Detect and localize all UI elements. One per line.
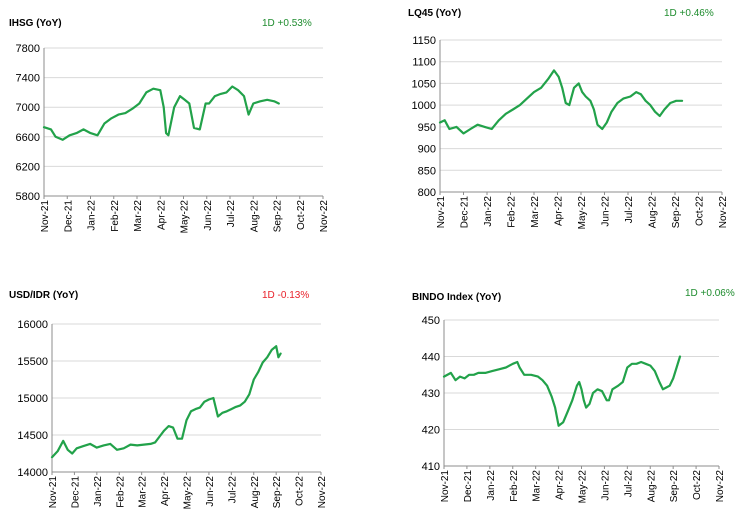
usdidr-xtick-label: Feb-22	[115, 476, 126, 508]
lq45-xtick-label: Nov-22	[718, 196, 729, 229]
usdidr-title: USD/IDR (YoY)	[9, 290, 79, 301]
ihsg-panel: 5800 6200 6600 7000 7400 7800 Nov-21 Dec-21 Jan-…	[0, 0, 368, 262]
lq45-xtick-label: Jun-22	[601, 196, 612, 227]
bindo-xtick-label: Jul-22	[623, 470, 634, 498]
usdidr-xtick-label: Aug-22	[250, 476, 261, 509]
lq45-ytick-label: 1150	[412, 35, 436, 47]
ihsg-series-line	[42, 85, 280, 141]
bindo-ytick-label: 420	[422, 425, 440, 437]
bindo-ytick-label: 410	[422, 461, 440, 473]
usdidr-xtick-label: Jan-22	[93, 476, 104, 507]
usdidr-ytick-label: 15500	[17, 356, 48, 368]
ihsg-ytick-label: 5800	[16, 191, 40, 203]
bindo-series-line	[442, 355, 682, 427]
lq45-xtick-label: Mar-22	[530, 196, 541, 228]
lq45-chart: 800 850 900 950 1000 1050 1100 1150 Nov-21 Dec-21…	[412, 35, 729, 230]
usdidr-chart: 14000 14500 15000 15500 16000 Nov-21 Dec-21 Jan…	[17, 319, 328, 510]
bindo-xtick-label: Aug-22	[646, 470, 657, 503]
ihsg-xtick-label: Jul-22	[226, 200, 237, 228]
ihsg-xtick-label: Mar-22	[133, 200, 144, 232]
usdidr-xtick-label: Jul-22	[227, 476, 238, 504]
ihsg-xtick-label: Feb-22	[110, 200, 121, 232]
ihsg-ytick-label: 6200	[16, 161, 40, 173]
lq45-ytick-label: 850	[418, 165, 436, 177]
lq45-xtick-label: Oct-22	[695, 196, 706, 226]
usdidr-xtick-label: Nov-22	[317, 476, 328, 509]
usdidr-panel: 14000 14500 15000 15500 16000 Nov-21 Dec-21 Jan…	[0, 262, 368, 524]
usdidr-series-line	[50, 345, 282, 459]
bindo-panel: 410 420 430 440 450 Nov-21 Dec-21 Jan-22 Feb-22 M…	[368, 262, 736, 524]
bindo-xtick-label: Apr-22	[555, 470, 566, 500]
lq45-ytick-label: 900	[418, 144, 436, 156]
ihsg-xtick-label: Nov-21	[40, 200, 51, 233]
bindo-xtick-label: Oct-22	[692, 470, 703, 500]
ihsg-chart: 5800 6200 6600 7000 7400 7800 Nov-21 Dec-21 Jan-…	[16, 43, 330, 234]
usdidr-ytick-label: 14500	[17, 430, 48, 442]
usdidr-xtick-label: May-22	[183, 476, 194, 510]
ihsg-xtick-label: Apr-22	[156, 200, 167, 230]
ihsg-xtick-label: Oct-22	[296, 200, 307, 230]
ihsg-ytick-label: 7400	[16, 73, 40, 85]
usdidr-xtick-label: Oct-22	[295, 476, 306, 506]
bindo-ytick-label: 440	[422, 352, 440, 364]
lq45-panel: 800 850 900 950 1000 1050 1100 1150 Nov-21 Dec-21…	[368, 0, 736, 262]
bindo-xtick-label: Jun-22	[600, 470, 611, 501]
lq45-xtick-label: Apr-22	[554, 196, 565, 226]
bindo-title: BINDO Index (YoY)	[412, 292, 502, 303]
ihsg-xtick-label: May-22	[180, 200, 191, 234]
bindo-change: 1D +0.06%	[685, 288, 735, 299]
lq45-series-line	[438, 69, 684, 135]
bindo-xtick-label: Nov-22	[715, 470, 726, 503]
usdidr-xtick-label: Dec-21	[70, 476, 81, 509]
bindo-xtick-label: Nov-21	[440, 470, 451, 503]
usdidr-xtick-label: Jun-22	[205, 476, 216, 507]
ihsg-xtick-label: Aug-22	[249, 200, 260, 233]
lq45-xtick-label: Sep-22	[671, 196, 682, 229]
bindo-ytick-label: 450	[422, 315, 440, 327]
usdidr-xtick-label: Sep-22	[272, 476, 283, 509]
lq45-title: LQ45 (YoY)	[408, 8, 462, 19]
ihsg-change: 1D +0.53%	[262, 18, 312, 29]
lq45-xtick-label: Dec-21	[460, 196, 471, 229]
usdidr-ytick-label: 15000	[17, 393, 48, 405]
usdidr-xtick-label: Mar-22	[138, 476, 149, 508]
bindo-xtick-label: Dec-21	[463, 470, 474, 503]
ihsg-xtick-label: Dec-21	[63, 200, 74, 233]
bindo-xtick-label: Jan-22	[486, 470, 497, 501]
lq45-xtick-label: Feb-22	[507, 196, 518, 228]
lq45-ytick-label: 1100	[412, 57, 436, 69]
bindo-xtick-label: Sep-22	[669, 470, 680, 503]
usdidr-xtick-label: Nov-21	[48, 476, 59, 509]
ihsg-title: IHSG (YoY)	[9, 18, 62, 29]
ihsg-xtick-label: Jan-22	[87, 200, 98, 231]
lq45-xtick-label: Jul-22	[624, 196, 635, 224]
lq45-xtick-label: May-22	[577, 196, 588, 230]
lq45-ytick-label: 1000	[412, 100, 436, 112]
usdidr-ytick-label: 16000	[17, 319, 48, 331]
lq45-xtick-label: Jan-22	[483, 196, 494, 227]
ihsg-ytick-label: 6600	[16, 132, 40, 144]
ihsg-xtick-label: Nov-22	[319, 200, 330, 233]
usdidr-ytick-label: 14000	[17, 467, 48, 479]
bindo-xtick-label: Mar-22	[532, 470, 543, 502]
bindo-xtick-label: May-22	[578, 470, 589, 504]
lq45-change: 1D +0.46%	[664, 8, 714, 19]
bindo-chart: 410 420 430 440 450 Nov-21 Dec-21 Jan-22 Feb-22 M…	[422, 315, 726, 504]
ihsg-ytick-label: 7800	[16, 43, 40, 55]
usdidr-xtick-label: Apr-22	[160, 476, 171, 506]
lq45-xtick-label: Aug-22	[648, 196, 659, 229]
lq45-ytick-label: 950	[418, 122, 436, 134]
usdidr-change: 1D -0.13%	[262, 290, 310, 301]
ihsg-ytick-label: 7000	[16, 102, 40, 114]
lq45-ytick-label: 1050	[412, 78, 436, 90]
lq45-xtick-label: Nov-21	[436, 196, 447, 229]
lq45-ytick-label: 800	[418, 187, 436, 199]
ihsg-xtick-label: Sep-22	[273, 200, 284, 233]
bindo-xtick-label: Feb-22	[509, 470, 520, 502]
ihsg-xtick-label: Jun-22	[203, 200, 214, 231]
bindo-ytick-label: 430	[422, 388, 440, 400]
